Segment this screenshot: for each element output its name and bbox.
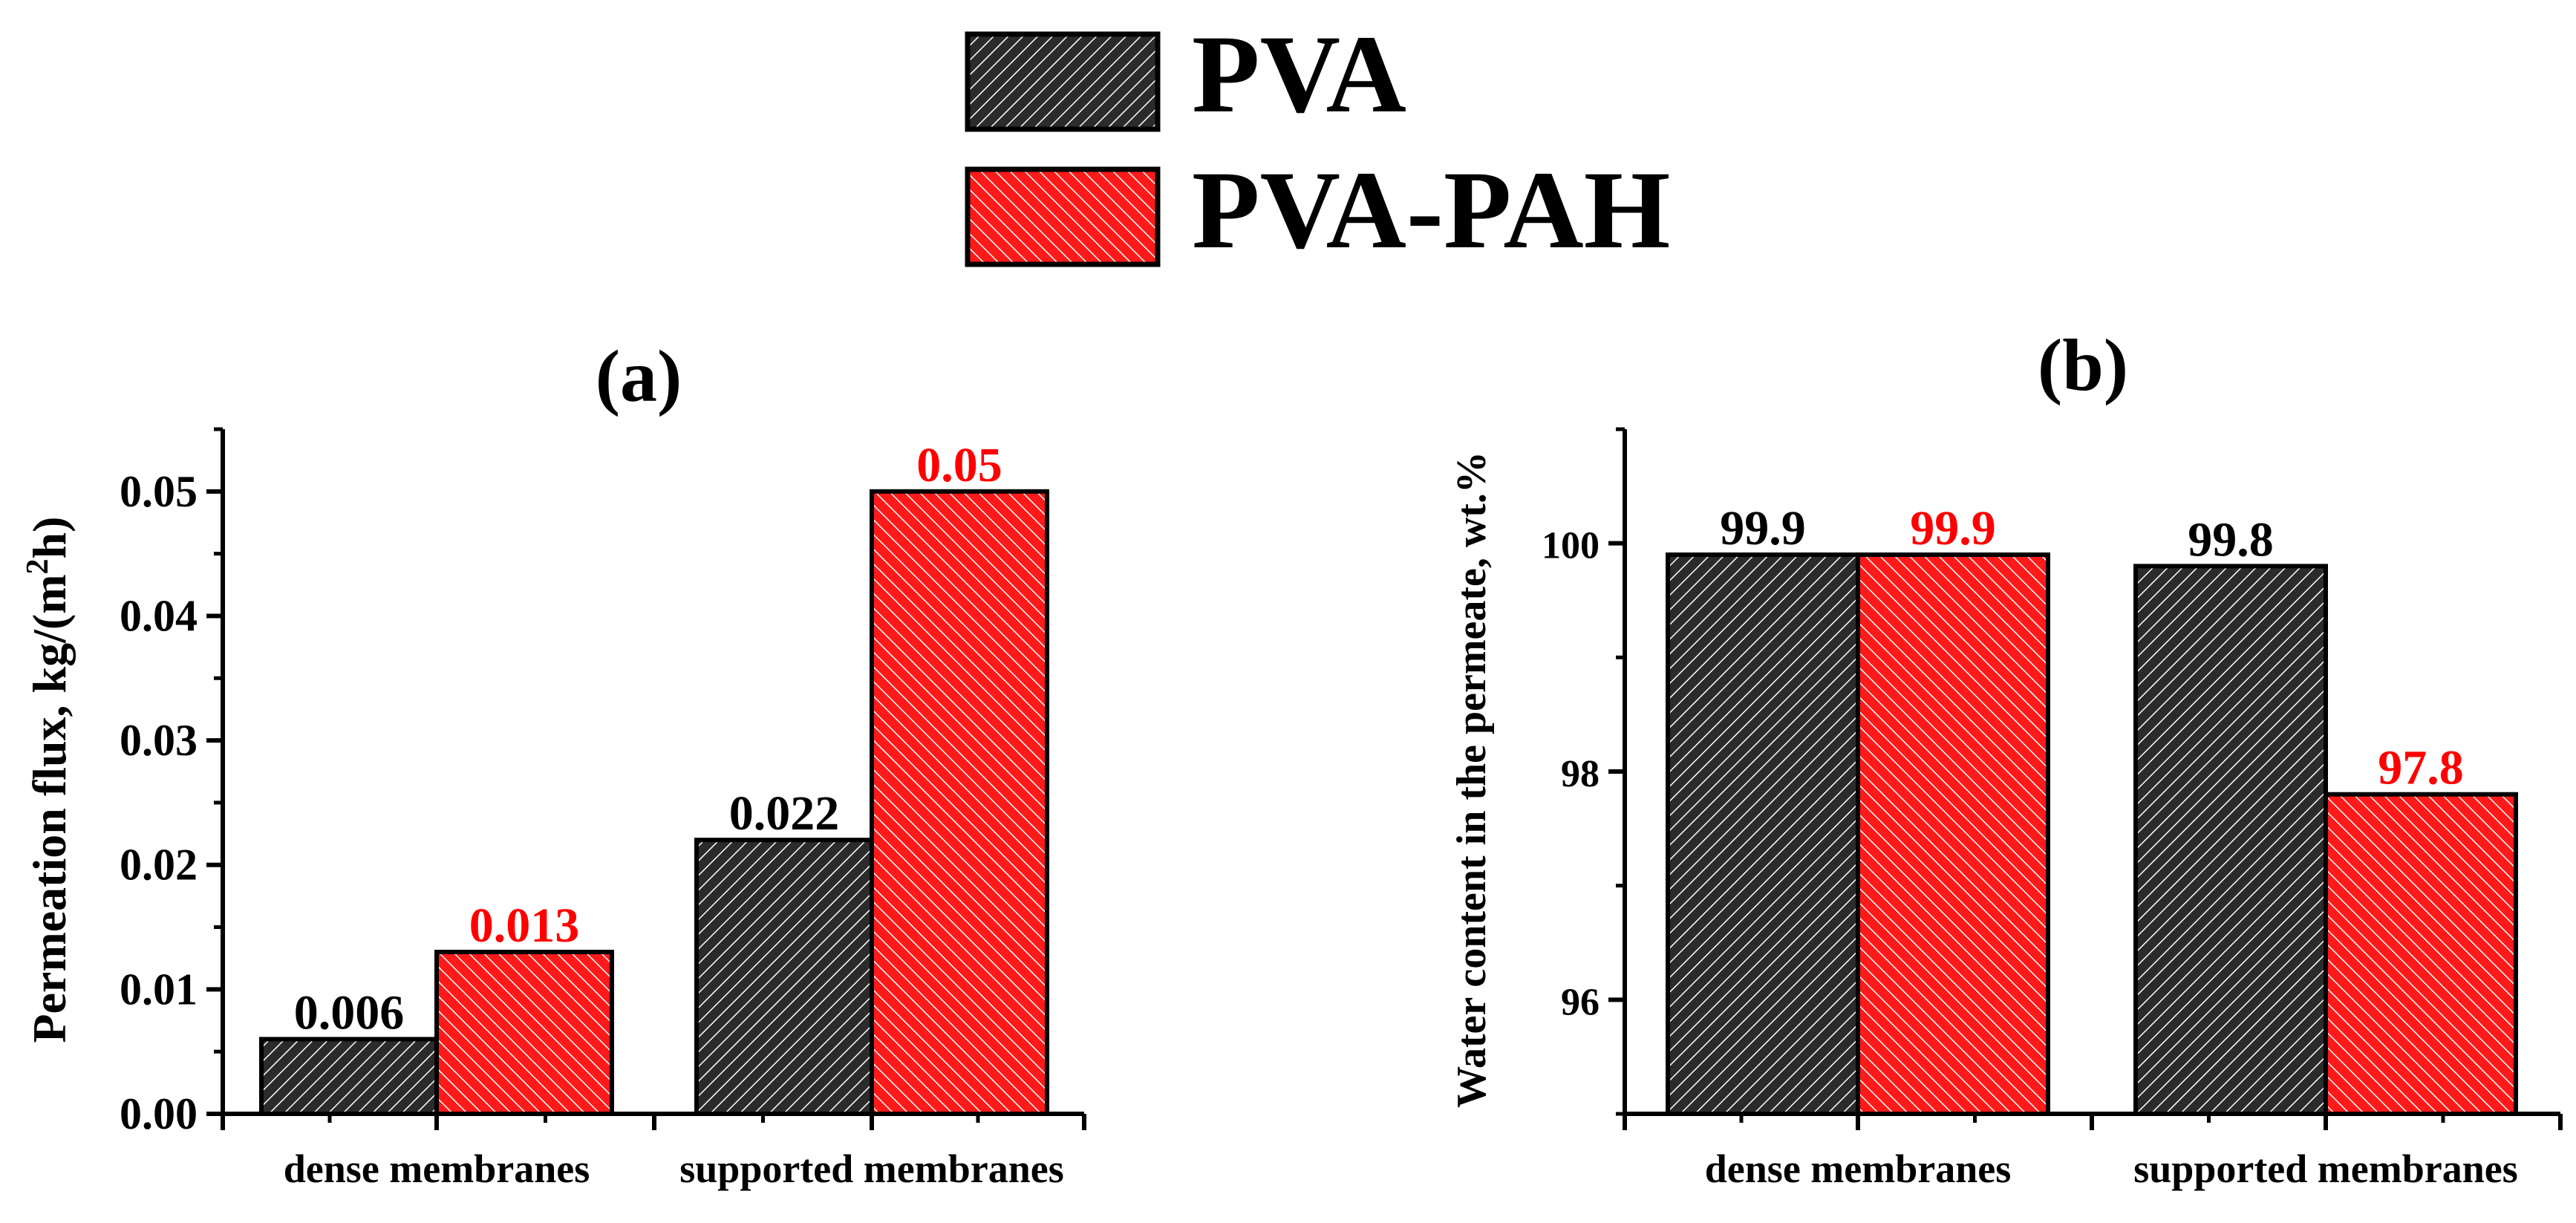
- panel-a-ytick-label: 0.00: [120, 1089, 198, 1138]
- legend-label-pva: PVA: [1192, 13, 1406, 136]
- panel-a-label: (a): [596, 335, 682, 417]
- panel-a-bar-pva-pah-1: [434, 950, 614, 1117]
- panel-b-value-label-pva-1: 99.9: [1720, 501, 1806, 555]
- panel-b-ytick-label: 100: [1542, 525, 1600, 567]
- panel-a-ytick-label: 0.01: [120, 965, 198, 1014]
- panel-a-ytick-label: 0.04: [120, 591, 198, 640]
- panel-b-bar-pva-pah-1: [1856, 552, 2050, 1116]
- legend: PVA PVA-PAH: [965, 13, 1670, 272]
- panel-b-bar-pva-2: [2133, 564, 2328, 1116]
- panel-b-ytick-label: 96: [1561, 981, 1600, 1023]
- panel-a-ylabel: Permeation flux, kg/(m2h): [21, 517, 76, 1043]
- panel-b-chart: (b) Water content in the permeate, wt.% …: [1449, 324, 2563, 1191]
- panel-a-category-label-1: dense membranes: [284, 1147, 590, 1191]
- legend-label-pva-pah: PVA-PAH: [1192, 149, 1670, 272]
- panel-a-bar-pva-2: [694, 838, 874, 1116]
- panel-b-value-label-pva-2: 99.8: [2188, 512, 2274, 567]
- panel-b-ytick-label: 98: [1561, 753, 1600, 795]
- panel-b-ylabel: Water content in the permeate, wt.%: [1449, 451, 1495, 1108]
- panel-a-chart: (a) Permeation flux, kg/(m2h) 0.006 0.022…: [21, 335, 1086, 1191]
- panel-b-value-label-pva-pah-1: 99.9: [1910, 501, 1996, 555]
- panel-a-ytick-label: 0.03: [120, 716, 198, 765]
- panel-b-value-label-pva-pah-2: 97.8: [2378, 741, 2464, 795]
- panel-a-category-label-2: supported membranes: [679, 1147, 1064, 1191]
- panel-a-value-label-pva-2: 0.022: [729, 786, 840, 841]
- panel-a-bar-pva-1: [259, 1037, 439, 1117]
- panel-b-category-label-1: dense membranes: [1705, 1147, 2011, 1191]
- panel-b-label: (b): [2038, 324, 2128, 406]
- panel-a-value-label-pva-pah-2: 0.05: [916, 438, 1002, 492]
- panel-b-bar-pva-1: [1666, 552, 1860, 1116]
- panel-b-bar-pva-pah-2: [2324, 792, 2518, 1116]
- panel-a-ytick-label: 0.02: [120, 841, 198, 890]
- panel-a-value-label-pva-1: 0.006: [294, 985, 405, 1040]
- legend-swatch-pva-pah: [965, 166, 1161, 267]
- panel-b-category-label-2: supported membranes: [2133, 1147, 2518, 1191]
- panel-a-ytick-label: 0.05: [120, 467, 198, 516]
- panel-a-bar-pva-pah-2: [870, 489, 1049, 1116]
- panel-a-value-label-pva-pah-1: 0.013: [469, 899, 580, 953]
- legend-swatch-pva: [965, 31, 1161, 132]
